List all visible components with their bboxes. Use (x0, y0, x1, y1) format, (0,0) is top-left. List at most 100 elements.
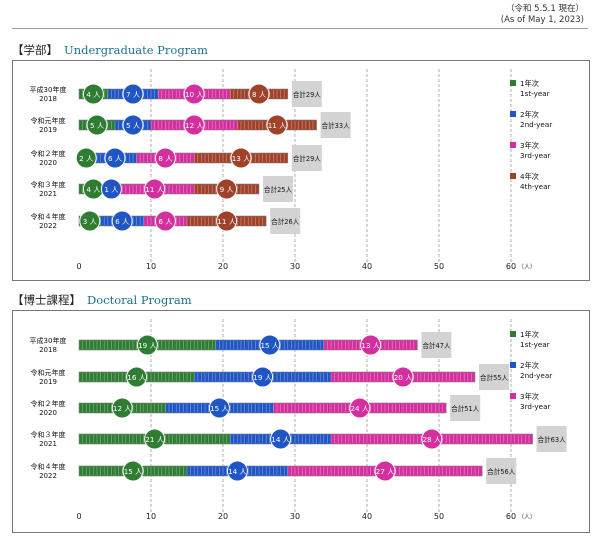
undergraduate-section-title: 【学部】 Undergraduate Program (12, 42, 208, 58)
doctoral-title-en: Doctoral Program (87, 293, 192, 307)
bar-outline (78, 183, 260, 195)
total-label: 合計26人 (271, 217, 300, 226)
data-label: 15 人 (124, 467, 143, 476)
total-box (263, 176, 293, 202)
category-label-jp: 令和４年度 (31, 462, 66, 471)
value-circle-2nd (226, 460, 248, 482)
doctoral-title-jp: 【博士課程】 (12, 293, 81, 307)
x-tick-label: 40 (362, 262, 372, 271)
data-label: 8 人 (158, 154, 172, 163)
legend-label-en: 4th-year (520, 182, 550, 191)
total-label: 合計25人 (264, 185, 293, 194)
value-circle-3rd (421, 428, 443, 450)
data-label: 5 人 (90, 121, 104, 130)
legend-swatch-3rd (510, 142, 516, 148)
legend-label-jp: 3年次 (520, 141, 539, 150)
total-box (270, 208, 301, 234)
legend-label-jp: 2年次 (520, 110, 539, 119)
x-tick-label: 0 (76, 262, 81, 271)
data-label: 6 人 (115, 217, 129, 226)
value-circle-2nd (122, 114, 144, 136)
data-label: 8 人 (252, 90, 266, 99)
x-tick-label: 40 (362, 512, 372, 521)
header-rule (12, 28, 588, 29)
value-circle-1st (122, 460, 144, 482)
category-label-year: 2020 (39, 159, 57, 167)
value-circle-1st (126, 366, 148, 388)
x-tick-label: 50 (434, 262, 444, 271)
x-tick-label: 10 (146, 262, 156, 271)
value-circle-3rd (392, 366, 414, 388)
as-of-date-en: (As of May 1, 2023) (500, 15, 584, 25)
data-label: 4 人 (86, 90, 100, 99)
value-circle-1st (86, 114, 108, 136)
value-circle-4th (230, 147, 252, 169)
legend-label-jp: 1年次 (520, 79, 539, 88)
data-label: 19 人 (138, 341, 157, 350)
value-circle-1st (75, 147, 97, 169)
x-tick-label: 10 (146, 512, 156, 521)
legend-label-en: 1st-year (520, 340, 550, 349)
value-circle-3rd (154, 210, 176, 232)
data-label: 27 人 (376, 467, 395, 476)
legend-swatch-4th (510, 173, 516, 179)
category-label-year: 2022 (39, 222, 57, 230)
chart-svg: 0 10 20 30 40 50 60 （人）平成30年度2018 19 人 15 人 13 人合計… (30, 319, 567, 521)
category-label-year: 2021 (39, 190, 57, 198)
data-label: 20 人 (394, 373, 413, 382)
x-tick-label: 20 (218, 262, 228, 271)
value-circle-3rd (183, 114, 205, 136)
total-box (291, 81, 322, 107)
category-label-jp: 令和３年度 (31, 180, 66, 189)
data-label: 6 人 (158, 217, 172, 226)
legend-label-en: 3rd-year (520, 402, 551, 411)
value-circle-4th (216, 178, 238, 200)
value-circle-1st (136, 334, 158, 356)
value-circle-4th (266, 114, 288, 136)
value-circle-1st (111, 397, 133, 419)
value-circle-2nd (111, 210, 133, 232)
category-label-jp: 令和２年度 (31, 149, 66, 158)
total-label: 合計63人 (538, 435, 567, 444)
total-label: 合計55人 (480, 373, 509, 382)
data-label: 21 人 (145, 435, 164, 444)
value-circle-3rd (154, 147, 176, 169)
value-circle-2nd (100, 178, 122, 200)
x-tick-label: 50 (434, 512, 444, 521)
bar-outline (78, 402, 447, 414)
legend-label-en: 2nd-year (520, 120, 552, 129)
x-axis-unit: （人） (518, 514, 536, 521)
total-box (536, 426, 567, 452)
bar-outline (78, 339, 418, 351)
value-circle-3rd (349, 397, 371, 419)
data-label: 10 人 (185, 90, 204, 99)
total-box (291, 145, 322, 171)
category-label-year: 2019 (39, 126, 57, 134)
value-circle-1st (144, 428, 166, 450)
data-label: 15 人 (260, 341, 279, 350)
category-label-jp: 平成30年度 (30, 336, 67, 345)
data-label: 11 人 (217, 217, 236, 226)
total-label: 合計51人 (451, 404, 480, 413)
x-tick-label: 30 (290, 262, 300, 271)
data-label: 1 人 (104, 185, 118, 194)
undergraduate-title-en: Undergraduate Program (64, 43, 208, 57)
total-box (486, 458, 517, 484)
legend-label-jp: 2年次 (520, 361, 539, 370)
legend-swatch-2nd (510, 111, 516, 117)
data-label: 14 人 (271, 435, 290, 444)
data-label: 16 人 (127, 373, 146, 382)
category-label-year: 2020 (39, 409, 57, 417)
x-tick-label: 20 (218, 512, 228, 521)
legend-label-jp: 3年次 (520, 392, 539, 401)
x-tick-label: 60 (506, 262, 516, 271)
data-label: 9 人 (220, 185, 234, 194)
category-label-year: 2018 (39, 346, 57, 354)
as-of-date-jp: （令和 5.5.1 現在） (505, 4, 584, 14)
category-label-jp: 令和元年度 (31, 368, 66, 377)
category-label-jp: 令和３年度 (31, 430, 66, 439)
category-label-jp: 令和２年度 (31, 399, 66, 408)
data-label: 11 人 (145, 185, 164, 194)
x-tick-label: 30 (290, 512, 300, 521)
